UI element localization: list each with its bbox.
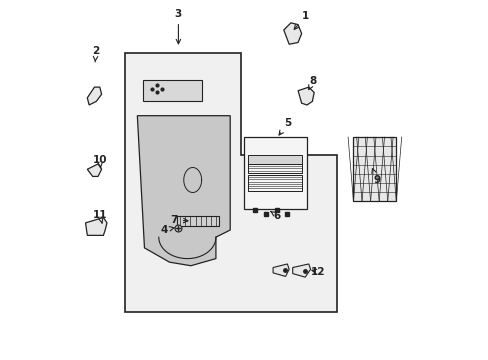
Polygon shape (272, 264, 288, 276)
Text: 5: 5 (279, 118, 291, 135)
Bar (244, 137, 306, 208)
Text: 7: 7 (170, 215, 187, 225)
Text: 10: 10 (92, 156, 107, 168)
Text: 11: 11 (92, 210, 107, 223)
Text: 12: 12 (310, 267, 325, 277)
Polygon shape (87, 164, 102, 176)
Text: 3: 3 (174, 9, 182, 44)
Polygon shape (283, 23, 301, 44)
Polygon shape (124, 53, 337, 312)
Text: 4: 4 (160, 225, 174, 235)
Bar (353, 137, 395, 202)
Text: 6: 6 (270, 211, 281, 221)
Polygon shape (142, 80, 201, 102)
Text: 2: 2 (92, 46, 100, 62)
Polygon shape (247, 155, 301, 164)
Text: 1: 1 (294, 11, 308, 30)
Polygon shape (87, 87, 102, 105)
Text: 9: 9 (371, 168, 380, 185)
Polygon shape (85, 217, 107, 235)
Text: 8: 8 (308, 76, 316, 90)
Polygon shape (176, 216, 219, 226)
Polygon shape (292, 264, 310, 277)
Polygon shape (298, 87, 313, 105)
Polygon shape (137, 116, 230, 266)
